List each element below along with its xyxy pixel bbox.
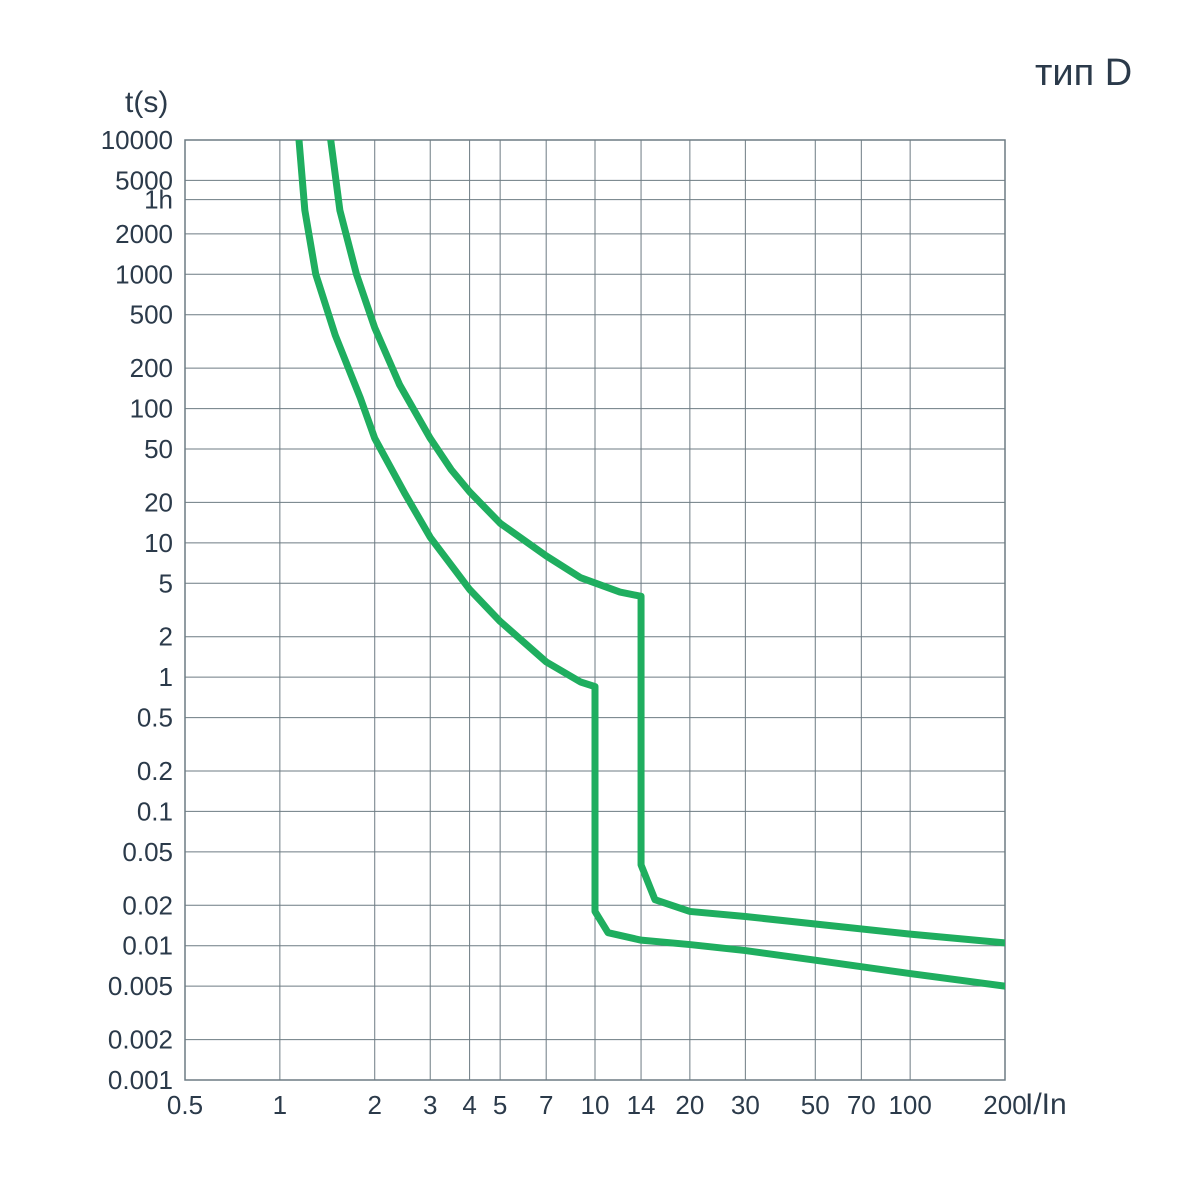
svg-text:0.1: 0.1: [137, 796, 173, 826]
svg-text:t(s): t(s): [125, 86, 168, 119]
svg-text:2: 2: [367, 1090, 381, 1120]
svg-text:5: 5: [493, 1090, 507, 1120]
svg-text:50: 50: [144, 434, 173, 464]
svg-text:7: 7: [539, 1090, 553, 1120]
svg-text:10: 10: [144, 528, 173, 558]
svg-text:20: 20: [144, 487, 173, 517]
svg-text:100: 100: [130, 394, 173, 424]
svg-text:10: 10: [581, 1090, 610, 1120]
svg-text:1h: 1h: [144, 185, 173, 215]
svg-text:1000: 1000: [115, 259, 173, 289]
svg-text:1: 1: [273, 1090, 287, 1120]
svg-text:20: 20: [675, 1090, 704, 1120]
svg-text:0.001: 0.001: [108, 1065, 173, 1095]
chart-container: 001.com.ua 0.512345710142030507010020010…: [0, 0, 1200, 1200]
svg-text:2000: 2000: [115, 219, 173, 249]
svg-text:I/In: I/In: [1025, 1088, 1067, 1121]
svg-text:0.002: 0.002: [108, 1025, 173, 1055]
svg-text:70: 70: [847, 1090, 876, 1120]
svg-text:30: 30: [731, 1090, 760, 1120]
svg-text:0.05: 0.05: [122, 837, 173, 867]
svg-text:5: 5: [159, 568, 173, 598]
trip-curve-chart: 0.51234571014203050701002001000050001h20…: [0, 0, 1200, 1200]
svg-text:1: 1: [159, 662, 173, 692]
svg-text:14: 14: [627, 1090, 656, 1120]
svg-text:0.2: 0.2: [137, 756, 173, 786]
svg-text:3: 3: [423, 1090, 437, 1120]
svg-text:500: 500: [130, 300, 173, 330]
svg-text:0.005: 0.005: [108, 971, 173, 1001]
svg-text:тип D: тип D: [1035, 52, 1132, 94]
svg-text:0.02: 0.02: [122, 890, 173, 920]
svg-text:2: 2: [159, 622, 173, 652]
svg-text:200: 200: [130, 353, 173, 383]
svg-text:10000: 10000: [101, 125, 173, 155]
svg-text:200: 200: [983, 1090, 1026, 1120]
svg-text:0.5: 0.5: [137, 703, 173, 733]
svg-text:0.01: 0.01: [122, 931, 173, 961]
svg-text:100: 100: [888, 1090, 931, 1120]
svg-text:4: 4: [462, 1090, 476, 1120]
svg-text:50: 50: [801, 1090, 830, 1120]
